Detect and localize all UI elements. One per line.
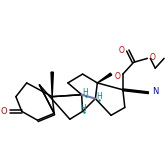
Polygon shape [97,73,112,83]
Text: O: O [1,107,7,116]
Text: O: O [119,46,125,55]
Text: H: H [83,88,88,97]
Text: O: O [149,53,155,62]
Text: N: N [152,87,159,96]
Text: O: O [115,72,121,81]
Text: H: H [81,104,87,113]
Text: H: H [96,92,102,101]
Polygon shape [51,72,53,97]
